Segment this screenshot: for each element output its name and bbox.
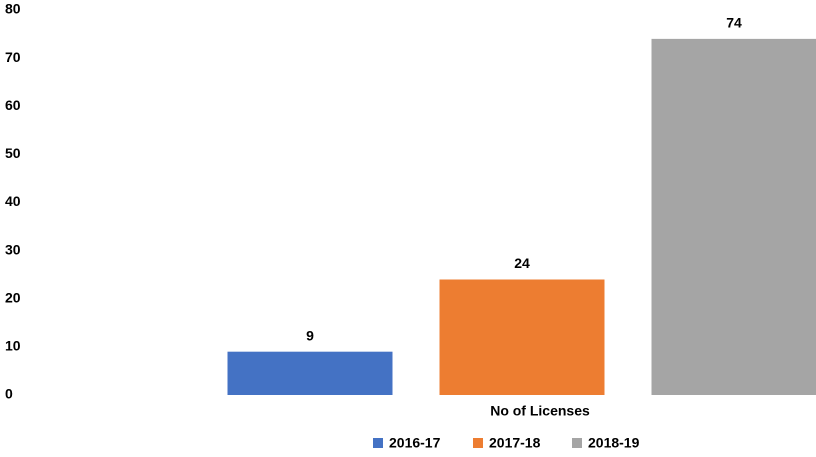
legend-label: 2016-17 bbox=[389, 435, 441, 451]
data-label: 24 bbox=[514, 255, 530, 271]
x-tick-label: No of Licenses bbox=[490, 403, 590, 419]
y-tick-label: 80 bbox=[5, 1, 21, 17]
y-tick-label: 20 bbox=[5, 289, 21, 305]
data-label: 9 bbox=[306, 327, 314, 343]
y-tick-label: 40 bbox=[5, 193, 21, 209]
legend-swatch bbox=[373, 438, 383, 448]
bar bbox=[227, 351, 393, 395]
y-tick-label: 60 bbox=[5, 97, 21, 113]
y-tick-label: 30 bbox=[5, 241, 21, 257]
legend-label: 2018-19 bbox=[588, 435, 640, 451]
bar bbox=[439, 279, 605, 395]
y-tick-label: 10 bbox=[5, 338, 21, 354]
legend-label: 2017-18 bbox=[489, 435, 541, 451]
data-label: 74 bbox=[726, 15, 742, 31]
bar bbox=[651, 38, 816, 395]
legend-swatch bbox=[572, 438, 582, 448]
y-tick-label: 50 bbox=[5, 145, 21, 161]
y-tick-label: 70 bbox=[5, 49, 21, 65]
legend-swatch bbox=[473, 438, 483, 448]
y-tick-label: 0 bbox=[5, 386, 13, 402]
